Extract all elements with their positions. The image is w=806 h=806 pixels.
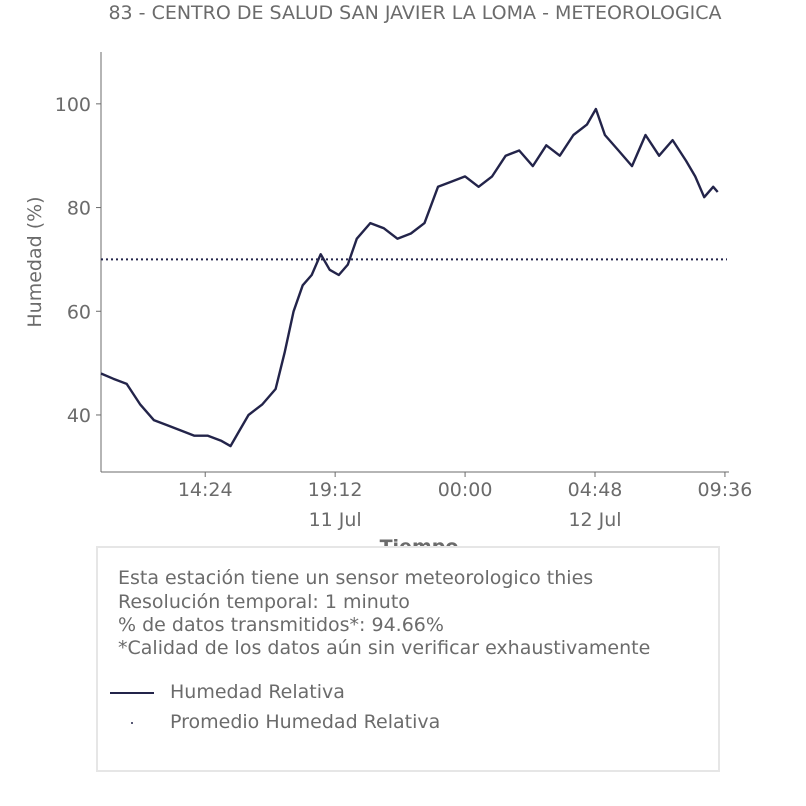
y-axis-label: Humedad (%)	[24, 196, 46, 327]
x-tick-label: 14:24	[178, 479, 233, 501]
y-tick-label: 80	[67, 198, 91, 220]
x-tick-label: 04:48	[568, 479, 623, 501]
line-chart: 40 60 80 100 14:24 19:12 11 Jul 00:00 04:48 12 Ju…	[24, 52, 753, 558]
info-transmitted-text: % de datos transmitidos*: 94.66%	[118, 614, 444, 636]
legend-item-promedio[interactable]: Promedio Humedad Relativa	[110, 711, 710, 735]
x-tick-label: 00:00	[438, 479, 493, 501]
series-line-humedad	[100, 107, 719, 448]
y-tick-label: 40	[67, 405, 91, 427]
info-quality-text: *Calidad de los datos aún sin verificar …	[118, 637, 651, 659]
legend-label-humedad: Humedad Relativa	[170, 681, 345, 703]
y-tick-label: 60	[67, 301, 91, 323]
legend-item-humedad[interactable]: Humedad Relativa	[110, 681, 710, 705]
legend-dot-swatch	[131, 722, 133, 724]
info-legend-box: Esta estación tiene un sensor meteorolog…	[96, 546, 720, 772]
x-tick-date-label: 11 Jul	[309, 509, 362, 531]
legend-line-swatch	[110, 692, 154, 694]
x-tick-label: 09:36	[698, 479, 753, 501]
info-resolution-text: Resolución temporal: 1 minuto	[118, 591, 410, 613]
legend-label-promedio: Promedio Humedad Relativa	[170, 711, 441, 733]
chart-title: 83 - CENTRO DE SALUD SAN JAVIER LA LOMA …	[108, 2, 722, 24]
x-tick-date-label: 12 Jul	[568, 509, 621, 531]
x-tick-label: 19:12	[308, 479, 363, 501]
y-tick-label: 100	[55, 94, 91, 116]
info-sensor-text: Esta estación tiene un sensor meteorolog…	[118, 567, 594, 589]
